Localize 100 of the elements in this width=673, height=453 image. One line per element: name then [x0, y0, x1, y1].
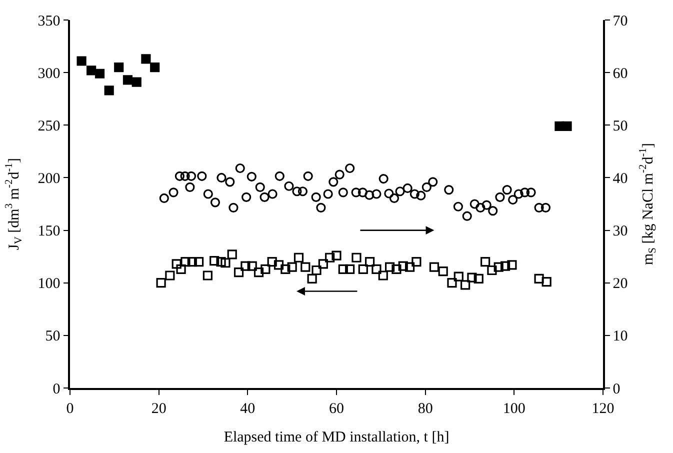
point — [526, 188, 536, 198]
point — [150, 62, 160, 72]
point — [274, 171, 284, 181]
point — [294, 252, 304, 262]
x-axis-title: Elapsed time of MD installation, t [h] — [224, 429, 450, 446]
point — [180, 171, 190, 181]
point — [174, 171, 185, 181]
point — [416, 190, 426, 200]
point — [487, 265, 497, 276]
point — [385, 262, 395, 272]
x-tick-label: 60 — [329, 400, 344, 417]
point — [384, 188, 394, 198]
point — [240, 261, 250, 271]
x-tick-label: 100 — [502, 400, 526, 417]
point — [378, 270, 388, 280]
y-tick-label: 250 — [38, 118, 60, 134]
point — [227, 250, 237, 260]
point — [180, 257, 190, 267]
point — [268, 189, 278, 199]
point — [225, 177, 235, 187]
y2-tick-label: 70 — [612, 13, 628, 30]
point — [311, 192, 321, 202]
point — [338, 264, 348, 274]
point — [562, 121, 572, 131]
point — [216, 172, 226, 183]
point — [254, 268, 264, 278]
point — [76, 56, 86, 66]
point — [298, 186, 308, 196]
point — [323, 189, 333, 199]
point — [165, 270, 175, 280]
point — [488, 206, 498, 216]
point — [328, 177, 338, 187]
point — [514, 189, 524, 199]
point — [159, 193, 169, 204]
y-tick-label: 350 — [38, 13, 60, 30]
point — [453, 202, 463, 212]
point — [210, 198, 220, 208]
point — [444, 185, 454, 195]
point — [242, 192, 252, 202]
point — [303, 171, 313, 181]
point — [280, 264, 290, 274]
point — [316, 202, 326, 212]
point — [300, 262, 310, 272]
point — [352, 252, 362, 262]
point — [438, 266, 448, 276]
point — [172, 259, 182, 269]
point — [398, 261, 408, 271]
point — [334, 170, 344, 180]
point — [520, 188, 530, 198]
point — [404, 262, 415, 272]
y2-tick-label: 0 — [612, 381, 620, 398]
point — [287, 262, 297, 272]
point — [410, 189, 420, 199]
point — [246, 172, 256, 182]
point — [274, 260, 284, 270]
x-tick-label: 120 — [592, 400, 614, 417]
point — [307, 274, 317, 284]
y-tick-label: 100 — [38, 276, 60, 292]
point — [216, 257, 226, 267]
point — [141, 54, 151, 64]
point — [260, 264, 270, 274]
point — [534, 274, 544, 284]
point — [228, 202, 238, 212]
point — [194, 257, 204, 267]
y2-tick-label: 10 — [612, 328, 628, 345]
point — [202, 270, 212, 280]
point — [284, 181, 294, 191]
point — [372, 264, 382, 274]
point — [482, 200, 492, 210]
y2-tick-label: 20 — [612, 276, 628, 292]
point — [168, 188, 178, 198]
point — [500, 261, 510, 271]
point — [220, 258, 230, 268]
point — [325, 252, 335, 262]
y-tick-label: 200 — [38, 170, 60, 187]
point — [186, 171, 196, 181]
point — [358, 188, 368, 198]
point — [132, 77, 142, 87]
point — [365, 257, 375, 267]
point — [203, 189, 213, 199]
point — [176, 264, 186, 274]
y-tick-label: 0 — [52, 381, 60, 398]
point — [507, 260, 517, 270]
point — [429, 262, 440, 272]
point — [534, 202, 544, 212]
point — [351, 188, 361, 198]
point — [94, 68, 105, 78]
point — [86, 66, 96, 76]
x-tick-label: 0 — [66, 400, 74, 417]
y-tick-label: 50 — [45, 328, 60, 345]
y-tick-label: 150 — [38, 224, 60, 240]
y2-tick-label: 50 — [612, 118, 628, 134]
point — [480, 257, 490, 267]
y2-tick-label: 30 — [612, 224, 628, 240]
x-tick-label: 20 — [151, 400, 166, 417]
point — [378, 174, 388, 184]
point — [185, 182, 195, 192]
x-tick-label: 40 — [240, 400, 256, 417]
point — [312, 265, 322, 276]
y2-tick-label: 60 — [612, 66, 628, 82]
